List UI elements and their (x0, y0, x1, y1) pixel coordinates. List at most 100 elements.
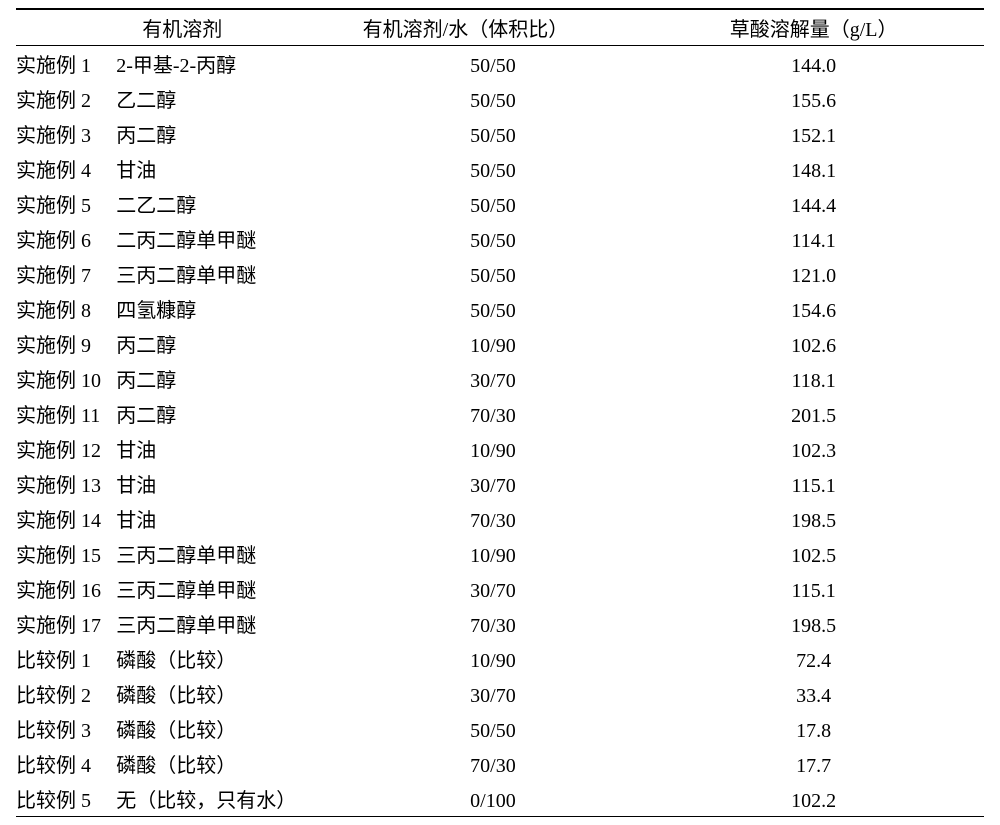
cell-c1: 实施例 17 (16, 606, 116, 641)
cell-c2: 二乙二醇 (116, 186, 342, 221)
cell-c1: 实施例 6 (16, 221, 116, 256)
table-row: 实施例 15三丙二醇单甲醚10/90102.5 (16, 536, 984, 571)
cell-c4: 155.6 (643, 81, 984, 116)
cell-c2: 磷酸（比较） (116, 641, 342, 676)
cell-c4: 118.1 (643, 361, 984, 396)
cell-c1: 实施例 1 (16, 46, 116, 82)
cell-c4: 33.4 (643, 676, 984, 711)
cell-c2: 乙二醇 (116, 81, 342, 116)
cell-c1: 实施例 11 (16, 396, 116, 431)
table-row: 实施例 12甘油10/90102.3 (16, 431, 984, 466)
cell-c2: 丙二醇 (116, 116, 342, 151)
cell-c4: 115.1 (643, 466, 984, 501)
cell-c4: 102.3 (643, 431, 984, 466)
cell-c3: 50/50 (343, 46, 644, 82)
header-row: 有机溶剂 有机溶剂/水（体积比） 草酸溶解量（g/L） (16, 9, 984, 46)
cell-c2: 甘油 (116, 501, 342, 536)
cell-c4: 201.5 (643, 396, 984, 431)
table-row: 实施例 2乙二醇50/50155.6 (16, 81, 984, 116)
cell-c1: 实施例 9 (16, 326, 116, 361)
cell-c3: 50/50 (343, 221, 644, 256)
cell-c4: 144.4 (643, 186, 984, 221)
cell-c1: 实施例 8 (16, 291, 116, 326)
table-row: 比较例 3磷酸（比较）50/5017.8 (16, 711, 984, 746)
cell-c1: 实施例 16 (16, 571, 116, 606)
table-row: 实施例 14甘油70/30198.5 (16, 501, 984, 536)
cell-c2: 丙二醇 (116, 396, 342, 431)
cell-c4: 102.2 (643, 781, 984, 817)
cell-c1: 实施例 14 (16, 501, 116, 536)
cell-c4: 152.1 (643, 116, 984, 151)
cell-c2: 甘油 (116, 151, 342, 186)
cell-c3: 50/50 (343, 291, 644, 326)
cell-c1: 实施例 7 (16, 256, 116, 291)
cell-c1: 实施例 2 (16, 81, 116, 116)
cell-c4: 198.5 (643, 606, 984, 641)
cell-c3: 70/30 (343, 606, 644, 641)
cell-c2: 磷酸（比较） (116, 711, 342, 746)
cell-c4: 17.7 (643, 746, 984, 781)
cell-c4: 17.8 (643, 711, 984, 746)
cell-c1: 实施例 5 (16, 186, 116, 221)
table-row: 比较例 1磷酸（比较）10/9072.4 (16, 641, 984, 676)
cell-c3: 0/100 (343, 781, 644, 817)
cell-c4: 144.0 (643, 46, 984, 82)
cell-c4: 102.5 (643, 536, 984, 571)
cell-c2: 无（比较，只有水） (116, 781, 342, 817)
cell-c2: 甘油 (116, 431, 342, 466)
table-row: 比较例 5无（比较，只有水）0/100102.2 (16, 781, 984, 817)
cell-c2: 四氢糠醇 (116, 291, 342, 326)
cell-c1: 实施例 12 (16, 431, 116, 466)
cell-c1: 实施例 3 (16, 116, 116, 151)
cell-c3: 50/50 (343, 151, 644, 186)
cell-c3: 50/50 (343, 81, 644, 116)
table-row: 实施例 8四氢糠醇50/50154.6 (16, 291, 984, 326)
cell-c4: 154.6 (643, 291, 984, 326)
cell-c3: 10/90 (343, 536, 644, 571)
table-row: 实施例 12-甲基-2-丙醇50/50144.0 (16, 46, 984, 82)
cell-c4: 198.5 (643, 501, 984, 536)
table-row: 比较例 2磷酸（比较）30/7033.4 (16, 676, 984, 711)
table-row: 实施例 17三丙二醇单甲醚70/30198.5 (16, 606, 984, 641)
cell-c1: 比较例 1 (16, 641, 116, 676)
cell-c3: 50/50 (343, 186, 644, 221)
cell-c1: 比较例 5 (16, 781, 116, 817)
cell-c3: 70/30 (343, 396, 644, 431)
cell-c2: 三丙二醇单甲醚 (116, 571, 342, 606)
cell-c3: 30/70 (343, 361, 644, 396)
cell-c3: 70/30 (343, 501, 644, 536)
cell-c2: 甘油 (116, 466, 342, 501)
cell-c2: 二丙二醇单甲醚 (116, 221, 342, 256)
cell-c2: 丙二醇 (116, 326, 342, 361)
cell-c2: 磷酸（比较） (116, 676, 342, 711)
table-row: 实施例 16三丙二醇单甲醚30/70115.1 (16, 571, 984, 606)
table-row: 实施例 11丙二醇70/30201.5 (16, 396, 984, 431)
cell-c2: 磷酸（比较） (116, 746, 342, 781)
cell-c3: 70/30 (343, 746, 644, 781)
header-dissolve: 草酸溶解量（g/L） (643, 9, 984, 46)
cell-c1: 实施例 15 (16, 536, 116, 571)
table-row: 实施例 4甘油50/50148.1 (16, 151, 984, 186)
cell-c4: 115.1 (643, 571, 984, 606)
table-row: 实施例 3丙二醇50/50152.1 (16, 116, 984, 151)
cell-c4: 102.6 (643, 326, 984, 361)
cell-c3: 10/90 (343, 641, 644, 676)
cell-c2: 2-甲基-2-丙醇 (116, 46, 342, 82)
table-row: 实施例 7三丙二醇单甲醚50/50121.0 (16, 256, 984, 291)
cell-c1: 比较例 4 (16, 746, 116, 781)
cell-c3: 50/50 (343, 711, 644, 746)
solubility-table: 有机溶剂 有机溶剂/水（体积比） 草酸溶解量（g/L） 实施例 12-甲基-2-… (16, 8, 984, 817)
cell-c4: 72.4 (643, 641, 984, 676)
cell-c2: 三丙二醇单甲醚 (116, 536, 342, 571)
cell-c1: 实施例 10 (16, 361, 116, 396)
cell-c3: 10/90 (343, 431, 644, 466)
cell-c4: 114.1 (643, 221, 984, 256)
table-row: 实施例 5二乙二醇50/50144.4 (16, 186, 984, 221)
table-row: 实施例 10丙二醇30/70118.1 (16, 361, 984, 396)
cell-c1: 实施例 4 (16, 151, 116, 186)
cell-c2: 三丙二醇单甲醚 (116, 606, 342, 641)
cell-c2: 丙二醇 (116, 361, 342, 396)
table-row: 实施例 13甘油30/70115.1 (16, 466, 984, 501)
cell-c3: 30/70 (343, 466, 644, 501)
table-row: 实施例 6二丙二醇单甲醚50/50114.1 (16, 221, 984, 256)
